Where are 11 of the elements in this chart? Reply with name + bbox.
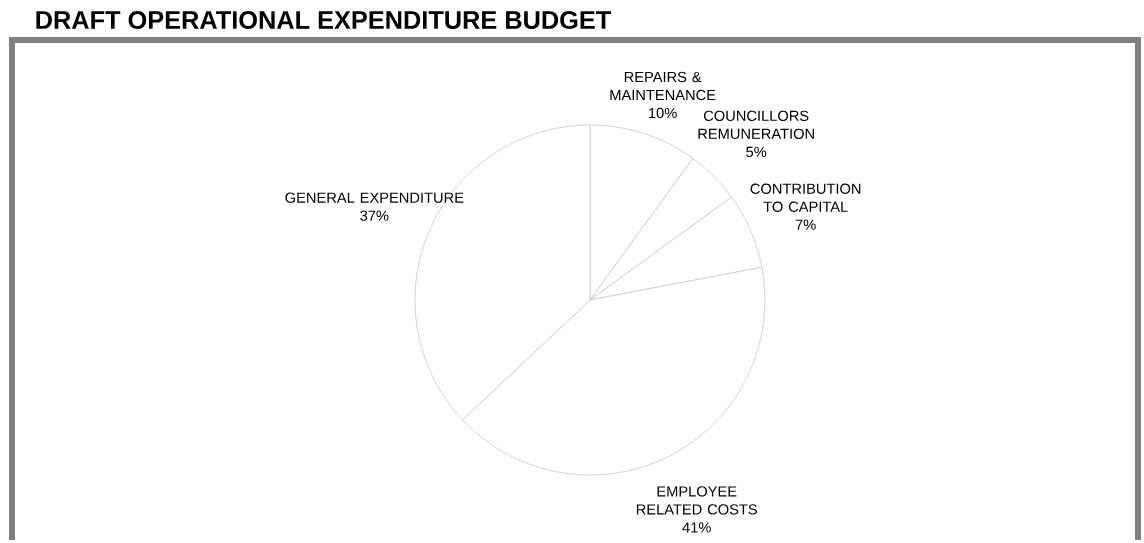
data-label: 7% [795,219,816,230]
data-label: 10% [649,107,677,119]
data-label: 37% [360,210,389,221]
data-label: 41% [682,522,711,533]
slice-label: CONTRIBUTION TO CAPITAL [750,183,861,212]
slice-label: EMPLOYEE RELATED COSTS [636,486,757,515]
chart-title: DRAFT OPERATIONAL EXPENDITURE BUDGET [36,11,611,29]
slice-label: REPAIRS & MAINTENANCE [610,71,716,101]
data-label: 5% [746,146,767,158]
slice-label: COUNCILLORS REMUNERATION [698,110,814,140]
slice-label: GENERAL EXPENDITURE [285,192,464,203]
